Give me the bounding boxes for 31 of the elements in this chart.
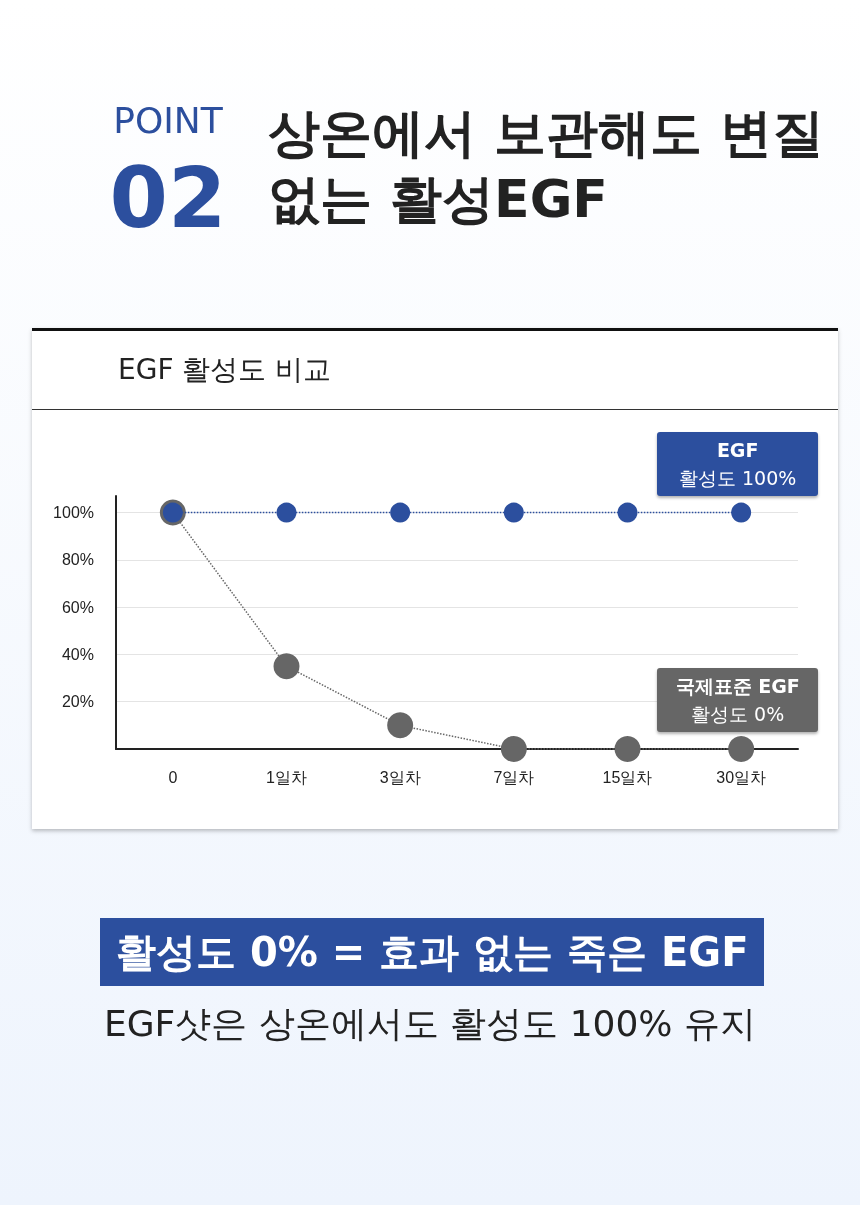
y-tick-label: 40% — [61, 645, 94, 663]
text: EGF샷은 상온에서도 활성도 100% 유지 — [102, 1002, 757, 1046]
y-tick-label: 100% — [53, 504, 94, 522]
point — [728, 736, 755, 762]
point — [617, 502, 638, 523]
point — [614, 736, 641, 762]
text: 02 — [108, 148, 228, 248]
point — [500, 736, 527, 762]
x-tick-label: 15일차 — [602, 768, 653, 786]
point — [503, 502, 524, 523]
x-tick-label: 7일차 — [493, 768, 535, 786]
annotation: 활성도 0% — [691, 703, 785, 725]
annotation: 활성도 100% — [678, 466, 797, 489]
point — [731, 502, 752, 523]
chart-subtitle: EGF 활성도 비교 — [32, 331, 838, 410]
chart-title: 상온에서 보관해도 변질없는 활성EGF — [268, 102, 826, 231]
x-tick-label: 1일차 — [266, 768, 307, 786]
text: EGF — [715, 437, 760, 463]
point — [387, 712, 414, 739]
y-tick-label: 20% — [61, 693, 94, 711]
point — [390, 502, 411, 523]
x-tick-label: 0 — [168, 768, 178, 786]
y-tick-label: 60% — [61, 598, 94, 616]
x-tick-label: 3일차 — [379, 768, 421, 786]
x-tick-label: 30일차 — [716, 768, 767, 786]
point — [276, 502, 297, 523]
y-tick-label: 80% — [61, 551, 94, 569]
point — [273, 653, 300, 680]
text: 국제표준 EGF — [674, 674, 801, 699]
text: POINT — [112, 100, 224, 141]
text: 활성도 0% = 효과 없는 죽은 EGF — [100, 918, 765, 986]
